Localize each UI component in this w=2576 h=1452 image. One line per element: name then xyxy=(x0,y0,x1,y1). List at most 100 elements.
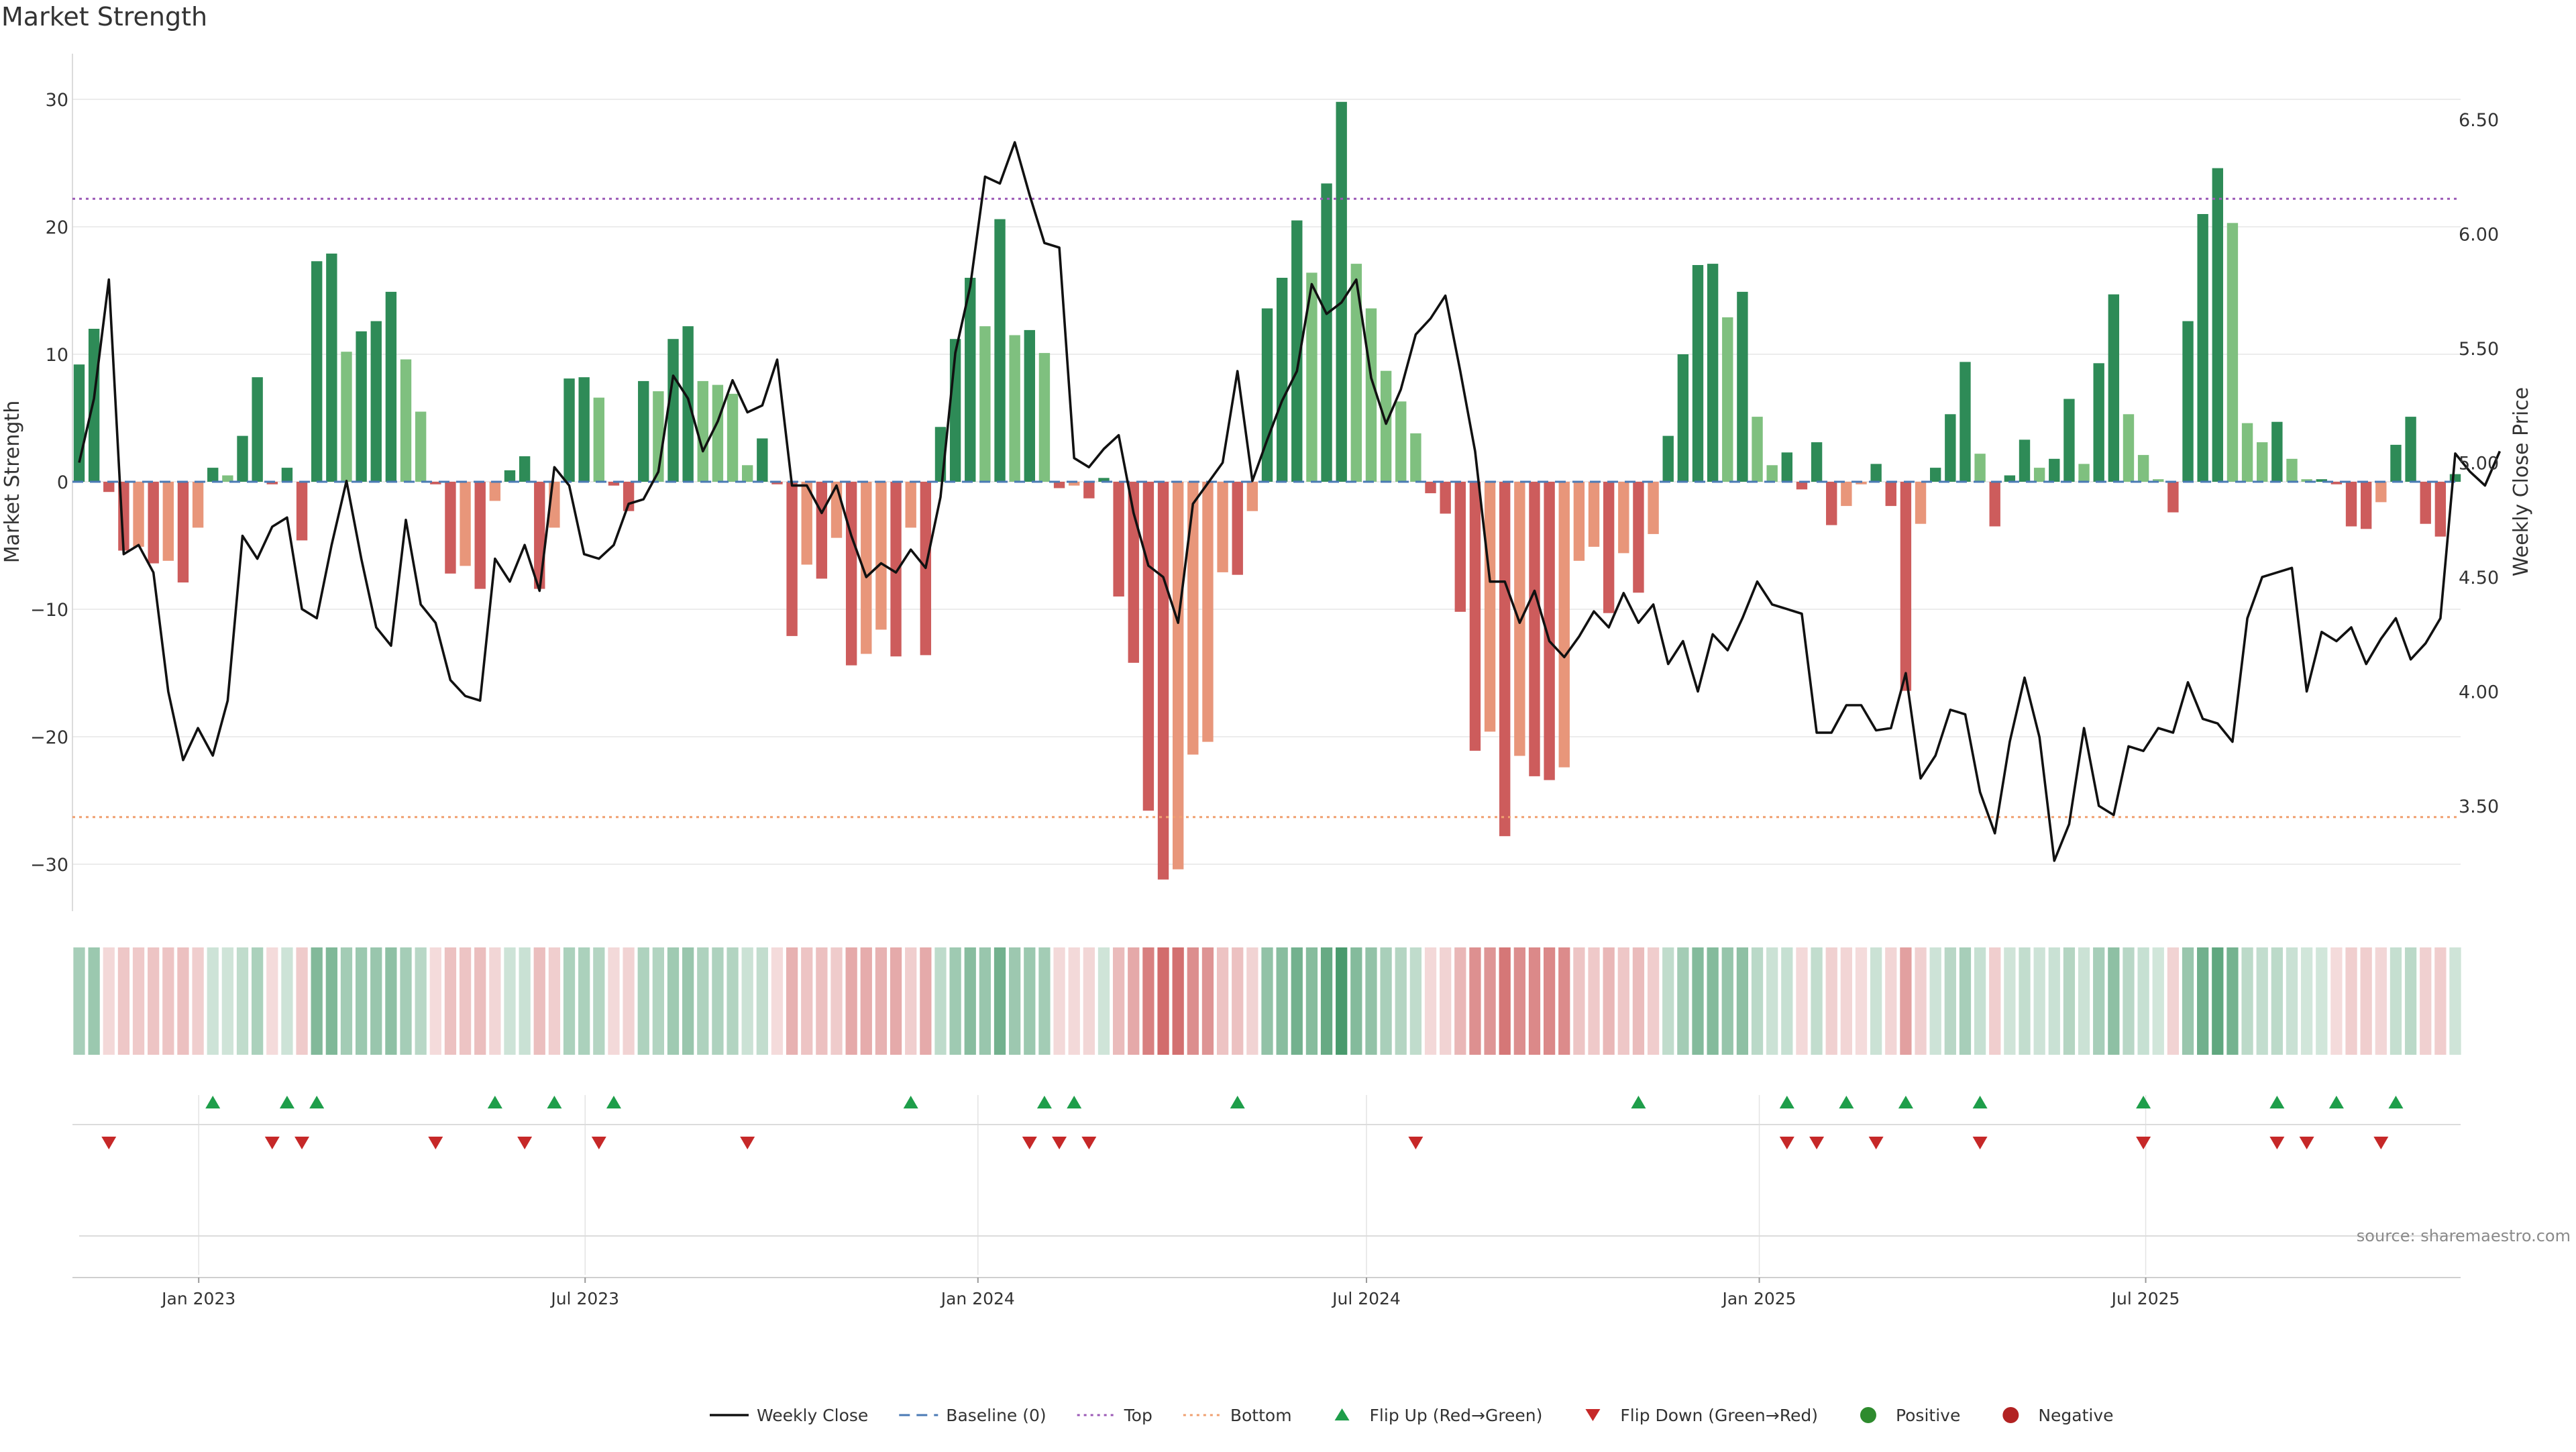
y2-tick-label: 4.50 xyxy=(2459,568,2499,588)
legend-item-label: Flip Up (Red→Green) xyxy=(1370,1406,1543,1425)
strength-bar xyxy=(415,411,427,482)
strength-bar xyxy=(1380,370,1392,482)
strength-bar xyxy=(222,475,233,482)
heat-strip-cell xyxy=(1291,947,1303,1055)
strength-bar xyxy=(1960,362,1971,482)
heat-strip-cell xyxy=(1142,947,1155,1055)
heat-strip-cell xyxy=(949,947,961,1055)
strength-bar xyxy=(1603,482,1615,613)
strength-bar xyxy=(2257,442,2268,482)
heat-strip-cell xyxy=(1632,947,1645,1055)
strength-bar xyxy=(771,482,783,484)
heat-strip-cell xyxy=(979,947,991,1055)
flip-down-marker xyxy=(1022,1137,1037,1149)
flip-up-marker xyxy=(487,1096,502,1108)
heat-strip-cell xyxy=(1454,947,1466,1055)
strength-bar xyxy=(1558,482,1570,768)
strength-bar xyxy=(845,482,857,666)
legend-item: Weekly Close xyxy=(710,1406,868,1425)
heat-strip-cell xyxy=(2345,947,2357,1055)
heat-strip-cell xyxy=(623,947,635,1055)
legend: Weekly Close Baseline (0) Top Bottom Flip Up… xyxy=(710,1406,2114,1425)
y-tick-label: 20 xyxy=(46,217,68,238)
heat-strip-cell xyxy=(1172,947,1184,1055)
heat-strip-cell xyxy=(2241,947,2253,1055)
strength-bar xyxy=(1484,482,1496,732)
heat-strip-cell xyxy=(103,947,115,1055)
flip-down-marker xyxy=(740,1137,755,1149)
strength-bar xyxy=(712,384,724,482)
strength-bar xyxy=(1573,482,1585,561)
heat-strip-cell xyxy=(1484,947,1496,1055)
flip-up-marker xyxy=(1779,1096,1794,1108)
strength-bar xyxy=(1841,482,1852,507)
heat-strip-cell xyxy=(1974,947,1986,1055)
strength-bar xyxy=(281,468,293,482)
strength-bar xyxy=(608,482,620,486)
x-axis: Jan 2023 Jul 2023 Jan 2024 Jul 2024 Jan 2025… xyxy=(72,1277,2461,1308)
flip-up-marker xyxy=(1839,1096,1854,1108)
strength-bar xyxy=(2197,214,2208,482)
heat-strip-cell xyxy=(1707,947,1719,1055)
strength-bar xyxy=(2108,294,2120,482)
strength-bar xyxy=(504,470,516,482)
heat-strip-cell xyxy=(1068,947,1080,1055)
legend-item: Bottom xyxy=(1183,1406,1292,1425)
heat-strip-cell xyxy=(2360,947,2372,1055)
strength-bar xyxy=(266,482,278,484)
heat-strip-cell xyxy=(1201,947,1214,1055)
x-tick-label: Jan 2025 xyxy=(1721,1289,1796,1308)
heat-strip-cell xyxy=(1009,947,1021,1055)
strength-bar xyxy=(1588,482,1600,547)
strength-bar xyxy=(2449,474,2461,482)
strength-bar xyxy=(1038,353,1051,482)
strength-bar xyxy=(1989,482,2000,527)
heat-strip-cell xyxy=(1603,947,1615,1055)
heat-strip-cell xyxy=(1440,947,1452,1055)
heat-strip-cell xyxy=(1736,947,1749,1055)
strength-bar xyxy=(1870,464,1882,482)
heat-strip-cell xyxy=(1336,947,1348,1055)
heat-strip-cell xyxy=(296,947,308,1055)
heat-strip-cell xyxy=(2093,947,2105,1055)
heat-strip-cell xyxy=(311,947,323,1055)
heat-strip-cell xyxy=(2078,947,2090,1055)
strength-bar xyxy=(207,468,219,482)
heat-strip-cell xyxy=(1796,947,1808,1055)
heat-strip-cell xyxy=(652,947,664,1055)
heat-strip-cell xyxy=(1380,947,1392,1055)
heat-strip-cell xyxy=(934,947,947,1055)
strength-bar xyxy=(1766,465,1778,482)
heat-strip-cell xyxy=(1424,947,1437,1055)
heat-strip-cell xyxy=(370,947,382,1055)
strength-bar xyxy=(905,482,916,528)
heat-strip-cell xyxy=(1513,947,1525,1055)
flip-up-marker xyxy=(2136,1096,2151,1108)
flip-down-marker xyxy=(428,1137,443,1149)
heat-strip-cell xyxy=(266,947,278,1055)
heat-strip-cell xyxy=(830,947,843,1055)
heat-strip-cell xyxy=(1320,947,1333,1055)
weekly-close-line xyxy=(78,141,2502,862)
heat-strip-cell xyxy=(429,947,441,1055)
heat-strip-cell xyxy=(905,947,917,1055)
strength-bar xyxy=(1336,101,1347,482)
strength-bar xyxy=(2078,464,2090,482)
strength-bar xyxy=(2123,414,2135,482)
flip-down-marker xyxy=(2136,1137,2151,1149)
x-tick-label: Jul 2025 xyxy=(2110,1289,2180,1308)
flip-down-marker xyxy=(264,1137,280,1149)
strength-bar xyxy=(1544,482,1555,780)
legend-item-label: Top xyxy=(1124,1406,1152,1425)
strength-bar xyxy=(861,482,872,654)
heat-strip-cell xyxy=(548,947,561,1055)
strength-bar xyxy=(1737,291,1748,482)
flip-down-marker xyxy=(1868,1137,1884,1149)
heat-strip-cell xyxy=(519,947,531,1055)
heat-strip-cell xyxy=(786,947,798,1055)
heat-strip-cell xyxy=(2152,947,2164,1055)
heat-strip-cell xyxy=(2449,947,2461,1055)
heat-strip-cell xyxy=(1187,947,1199,1055)
legend-item: Top xyxy=(1077,1406,1152,1425)
